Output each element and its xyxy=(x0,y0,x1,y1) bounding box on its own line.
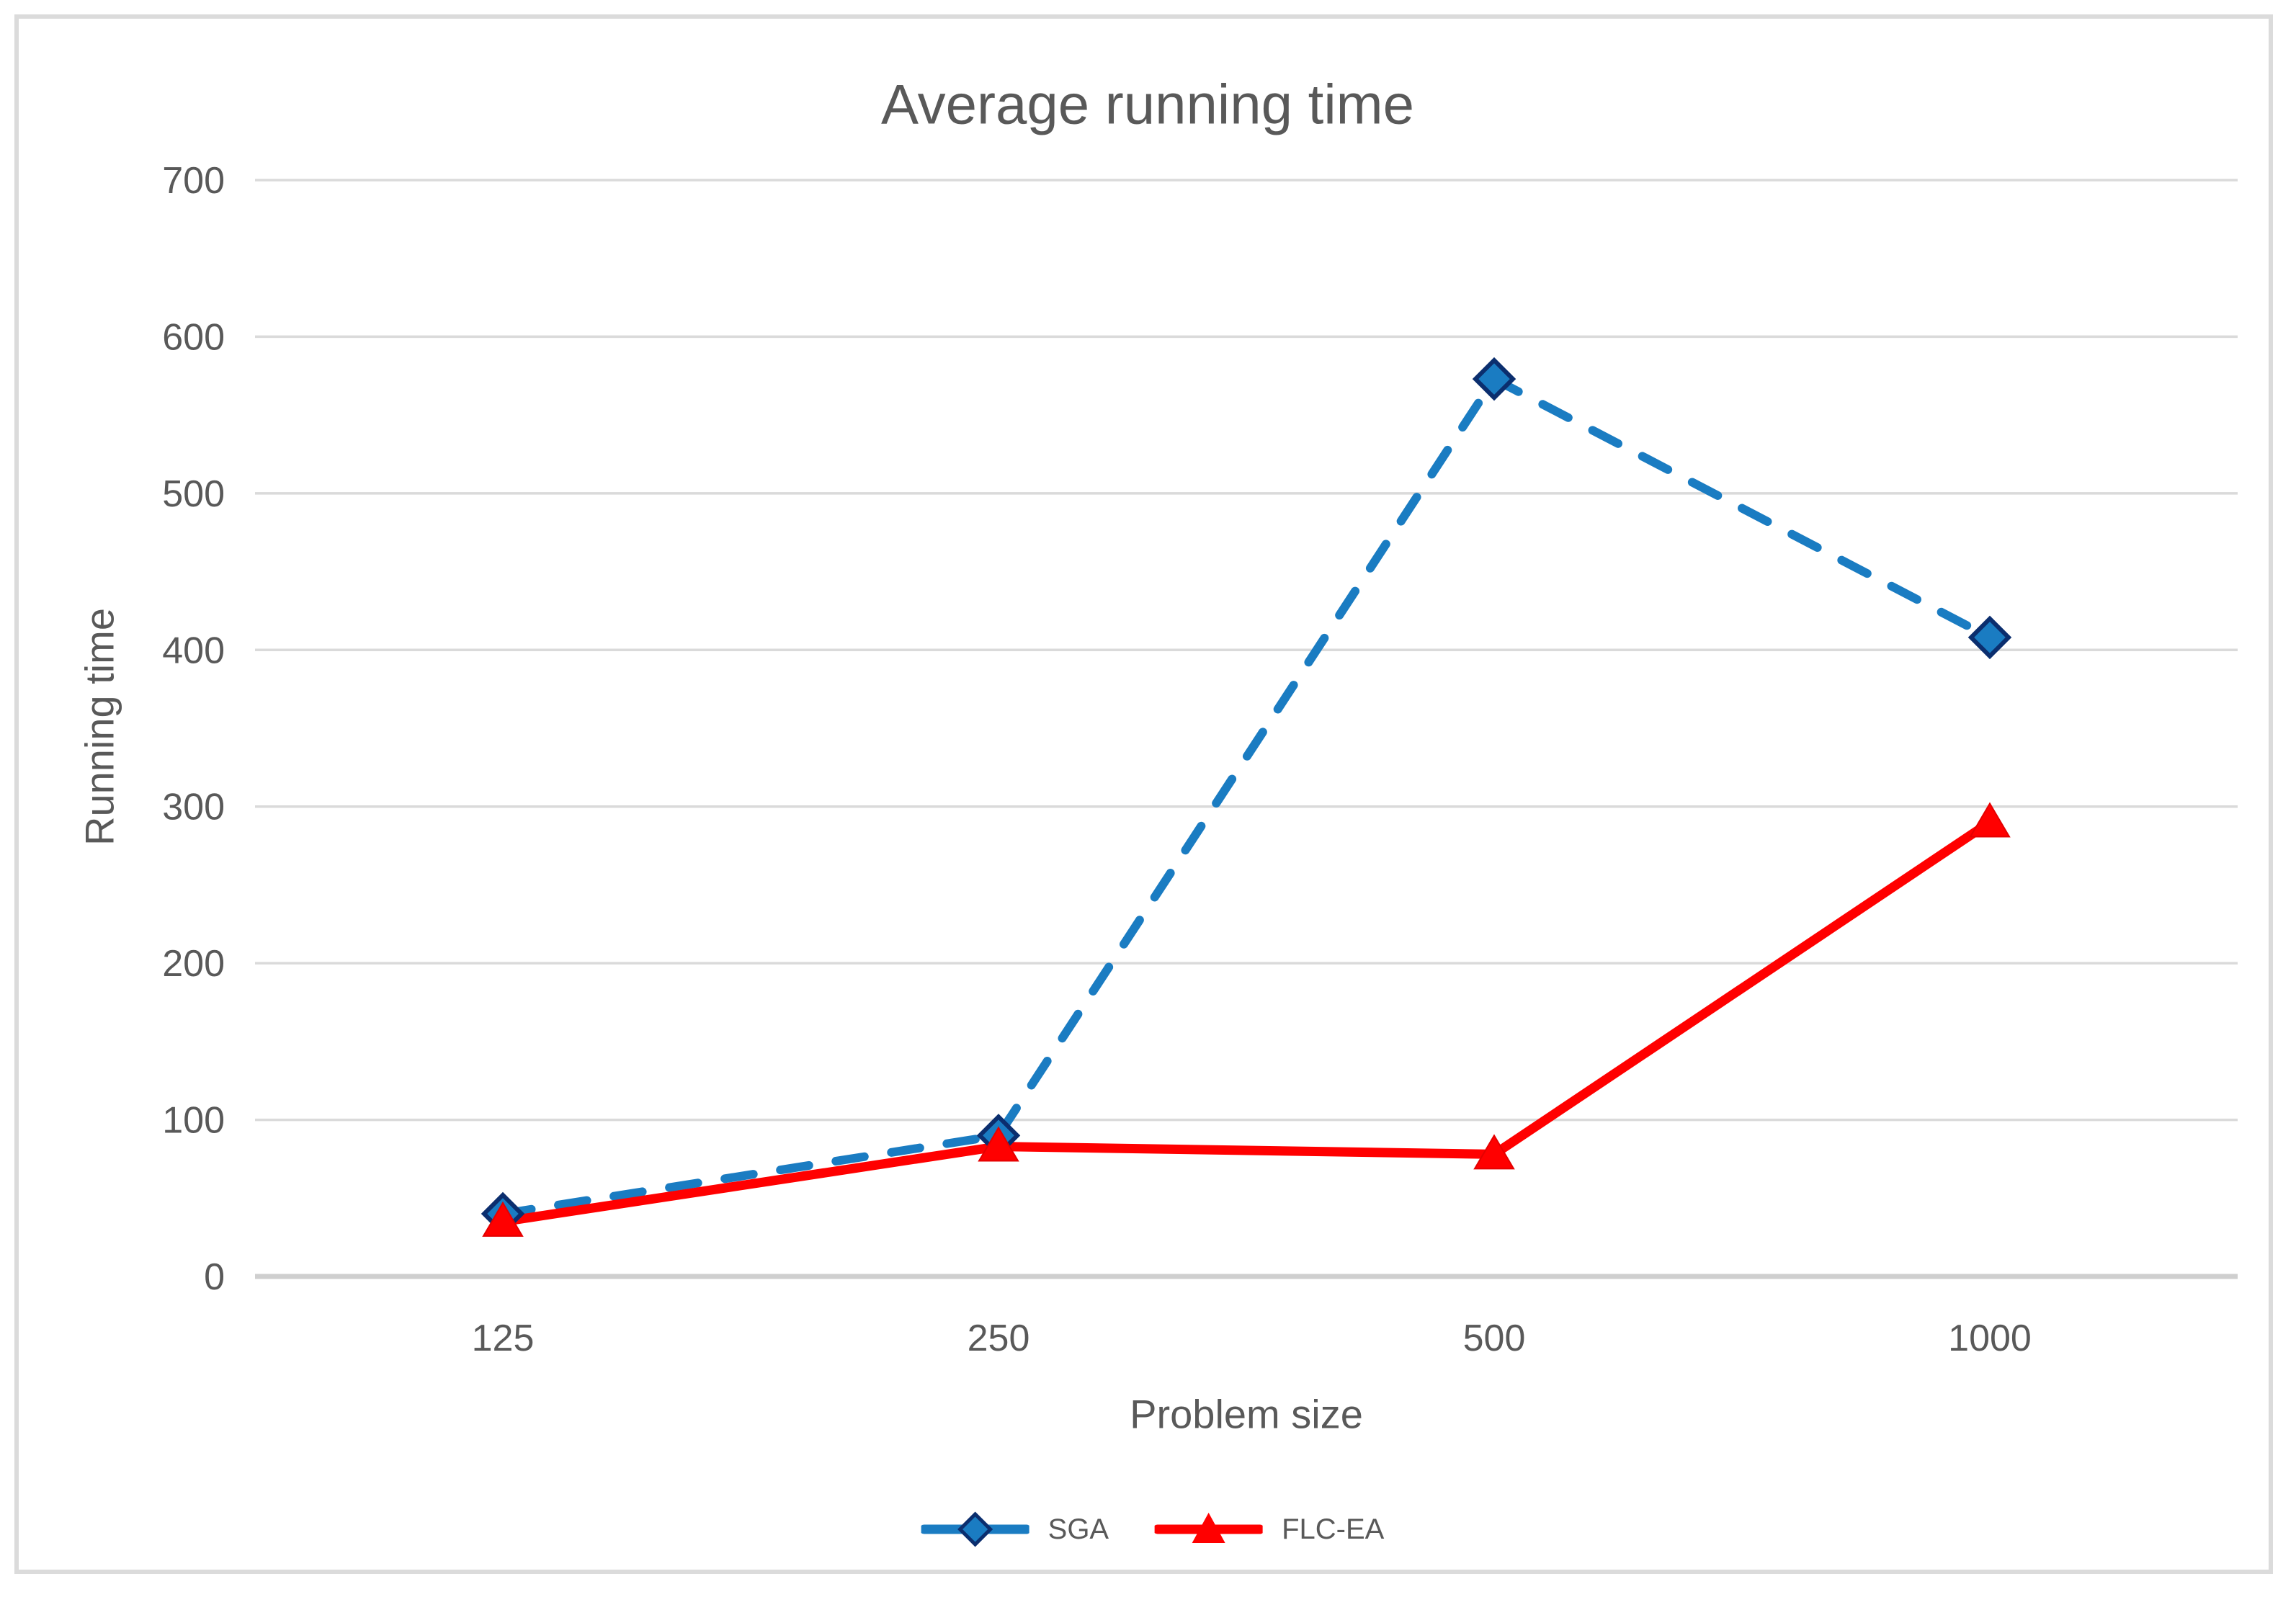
diamond-marker-sga xyxy=(1472,357,1516,401)
legend-diamond-icon xyxy=(957,1511,993,1547)
diamond-marker-sga xyxy=(1967,615,2012,660)
y-tick-label: 0 xyxy=(204,1256,225,1298)
y-tick-label: 400 xyxy=(162,630,225,671)
x-tick-label: 1000 xyxy=(1948,1318,2032,1359)
x-tick-label: 500 xyxy=(1463,1318,1526,1359)
legend-label-sga: SGA xyxy=(1048,1513,1109,1545)
y-tick-label: 200 xyxy=(162,943,225,985)
y-tick-label: 600 xyxy=(162,316,225,358)
triangle-marker-flc-ea xyxy=(978,1126,1019,1162)
legend-triangle-icon xyxy=(1192,1513,1226,1543)
legend-item-flcea: FLC-EA xyxy=(1155,1511,1384,1548)
y-tick-label: 100 xyxy=(162,1100,225,1142)
series-line-flc-ea xyxy=(498,817,1995,1227)
triangle-marker-flc-ea xyxy=(1473,1134,1515,1170)
x-axis-title: Problem size xyxy=(1130,1391,1363,1437)
series-line-sga xyxy=(499,375,1994,1219)
y-tick-label: 300 xyxy=(162,787,225,828)
chart-title: Average running time xyxy=(880,72,1415,136)
x-tick-label: 250 xyxy=(968,1318,1030,1359)
chart-border xyxy=(14,14,2273,1574)
x-tick-label: 125 xyxy=(472,1318,535,1359)
y-tick-label: 500 xyxy=(162,473,225,515)
triangle-marker-flc-ea xyxy=(1969,802,2011,838)
y-tick-label: 700 xyxy=(162,160,225,202)
legend-sample-flcea xyxy=(1155,1513,1264,1543)
legend-label-flcea: FLC-EA xyxy=(1282,1513,1385,1545)
legend-sample-sga xyxy=(921,1511,1029,1547)
legend-item-sga: SGA xyxy=(921,1511,1109,1548)
triangle-marker-flc-ea xyxy=(482,1201,524,1237)
legend: SGA FLC-EA xyxy=(921,1511,1384,1548)
